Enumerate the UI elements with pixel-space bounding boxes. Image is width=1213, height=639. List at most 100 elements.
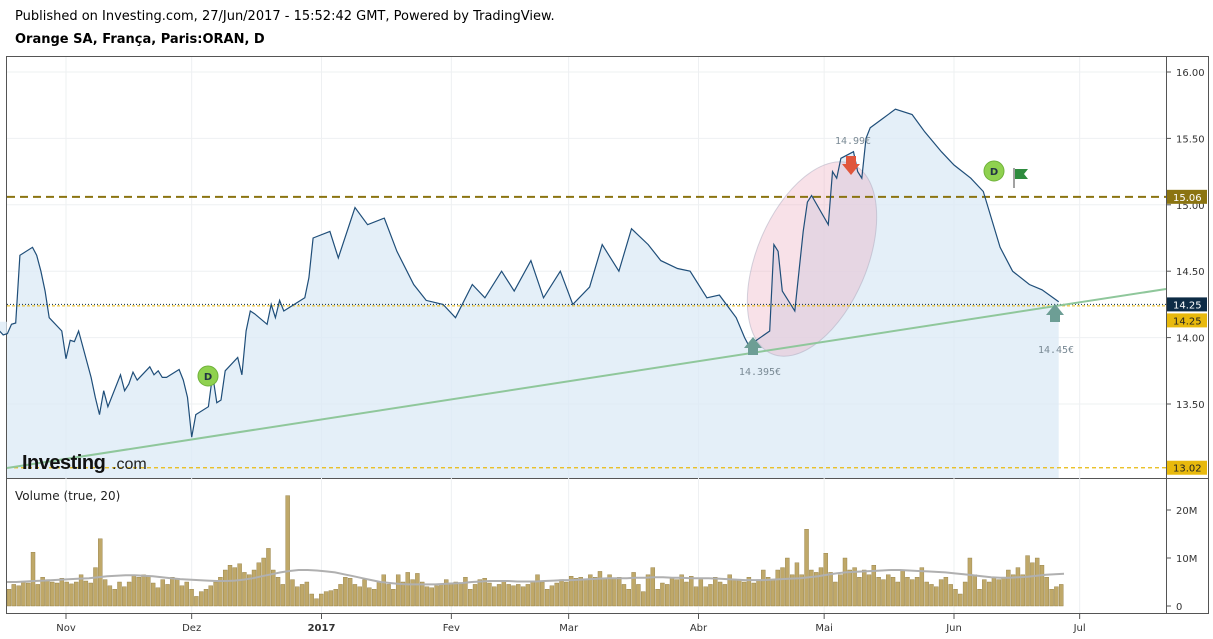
volume-bar — [953, 589, 958, 607]
volume-bar — [419, 581, 425, 607]
volume-bar — [977, 589, 982, 607]
volume-bar — [761, 569, 766, 607]
volume-bar — [559, 579, 564, 607]
dividend-marker — [983, 160, 1005, 182]
volume-bar — [6, 589, 12, 607]
volume-bar — [914, 577, 920, 607]
logo-suffix: .com — [112, 456, 147, 473]
volume-bar — [213, 581, 218, 607]
volume-bar — [972, 574, 977, 607]
volume-bar — [665, 584, 670, 607]
volume-bar — [1039, 565, 1045, 607]
volume-bar — [314, 598, 319, 607]
volume-bar — [492, 586, 497, 607]
volume-bar — [271, 569, 276, 607]
volume-bar — [525, 584, 531, 607]
volume-bar — [424, 586, 430, 607]
volume-bar — [823, 553, 828, 607]
volume-bar — [208, 585, 213, 607]
time-tick-label: Mai — [815, 623, 833, 634]
volume-bar — [876, 577, 881, 607]
volume-bar — [468, 589, 473, 607]
volume-bar — [1010, 574, 1016, 607]
volume-bar — [463, 577, 468, 607]
volume-bar — [871, 565, 877, 607]
volume-bar — [506, 584, 511, 607]
volume-bar — [693, 586, 699, 607]
volume-bar — [573, 578, 579, 607]
volume-bar — [21, 581, 26, 607]
volume-bar — [415, 573, 420, 607]
volume-bar — [487, 582, 492, 607]
volume-bar — [616, 577, 622, 607]
price-tick-label: 16.00 — [1176, 68, 1205, 79]
volume-bar — [237, 563, 242, 607]
volume-bar — [852, 567, 857, 607]
volume-axis: 0 10M 20M — [1166, 506, 1197, 613]
volume-bar — [645, 574, 651, 607]
trendline — [6, 288, 1167, 469]
volume-bar — [174, 578, 180, 607]
volume-bar — [93, 567, 98, 607]
volume-bar — [794, 562, 800, 607]
volume-bar — [568, 576, 574, 607]
volume-bar — [746, 577, 752, 607]
volume-bar — [165, 584, 170, 607]
price-tag — [1167, 297, 1207, 312]
volume-bar — [636, 584, 641, 607]
volume-bar — [991, 577, 997, 607]
volume-bar — [511, 585, 516, 607]
volume-bar — [98, 538, 103, 607]
volume-bar — [501, 580, 507, 607]
volume-bar — [117, 581, 122, 607]
volume-bar — [194, 596, 199, 607]
volume-bar — [381, 574, 386, 607]
volume-bar — [996, 579, 1001, 607]
volume-bar — [170, 577, 175, 607]
time-tick-label: Dez — [182, 623, 201, 634]
volume-bar — [789, 574, 795, 607]
volume-bar — [785, 557, 790, 607]
arrow-up-icon — [744, 337, 762, 355]
volume-bar — [516, 584, 521, 607]
price-tick-label: 13.50 — [1176, 400, 1205, 411]
volume-bar — [256, 562, 262, 607]
volume-bar — [621, 584, 627, 607]
price-tag-label: 13.02 — [1173, 464, 1202, 475]
volume-tick-label: 10M — [1176, 554, 1197, 565]
volume-bar — [751, 582, 756, 607]
volume-bar — [1034, 557, 1040, 607]
volume-bar — [986, 581, 992, 607]
time-tick-label: 2017 — [308, 623, 336, 634]
volume-bar — [727, 574, 732, 607]
volume-bar — [938, 579, 944, 607]
volume-bar — [602, 578, 607, 607]
volume-bar — [1006, 569, 1011, 607]
volume-bar — [227, 565, 233, 607]
volume-bar — [1001, 577, 1006, 607]
volume-bar — [588, 574, 593, 607]
volume-bar — [1025, 555, 1030, 607]
volume-bar — [371, 589, 377, 607]
price-tick-label: 14.00 — [1176, 334, 1205, 345]
volume-bar — [612, 578, 617, 607]
dividend-marker-label: D — [990, 167, 998, 178]
volume-bar — [741, 581, 747, 607]
volume-bar — [900, 569, 905, 607]
volume-bar — [26, 582, 31, 607]
price-axis: 13.50 14.00 14.50 15.00 15.50 16.00 — [1166, 68, 1205, 411]
volume-bar — [448, 582, 454, 607]
volume-bar — [597, 571, 603, 607]
price-tag — [1167, 189, 1207, 204]
volume-bar — [102, 579, 108, 607]
volume-bar — [583, 579, 588, 607]
volume-bar — [890, 577, 896, 607]
volume-bar — [405, 572, 410, 607]
volume-bar — [881, 579, 886, 607]
volume-bar — [141, 574, 146, 607]
volume-bar — [1049, 589, 1054, 607]
volume-bar — [866, 574, 872, 607]
volume-bar — [453, 581, 459, 607]
volume-bar — [323, 591, 329, 607]
